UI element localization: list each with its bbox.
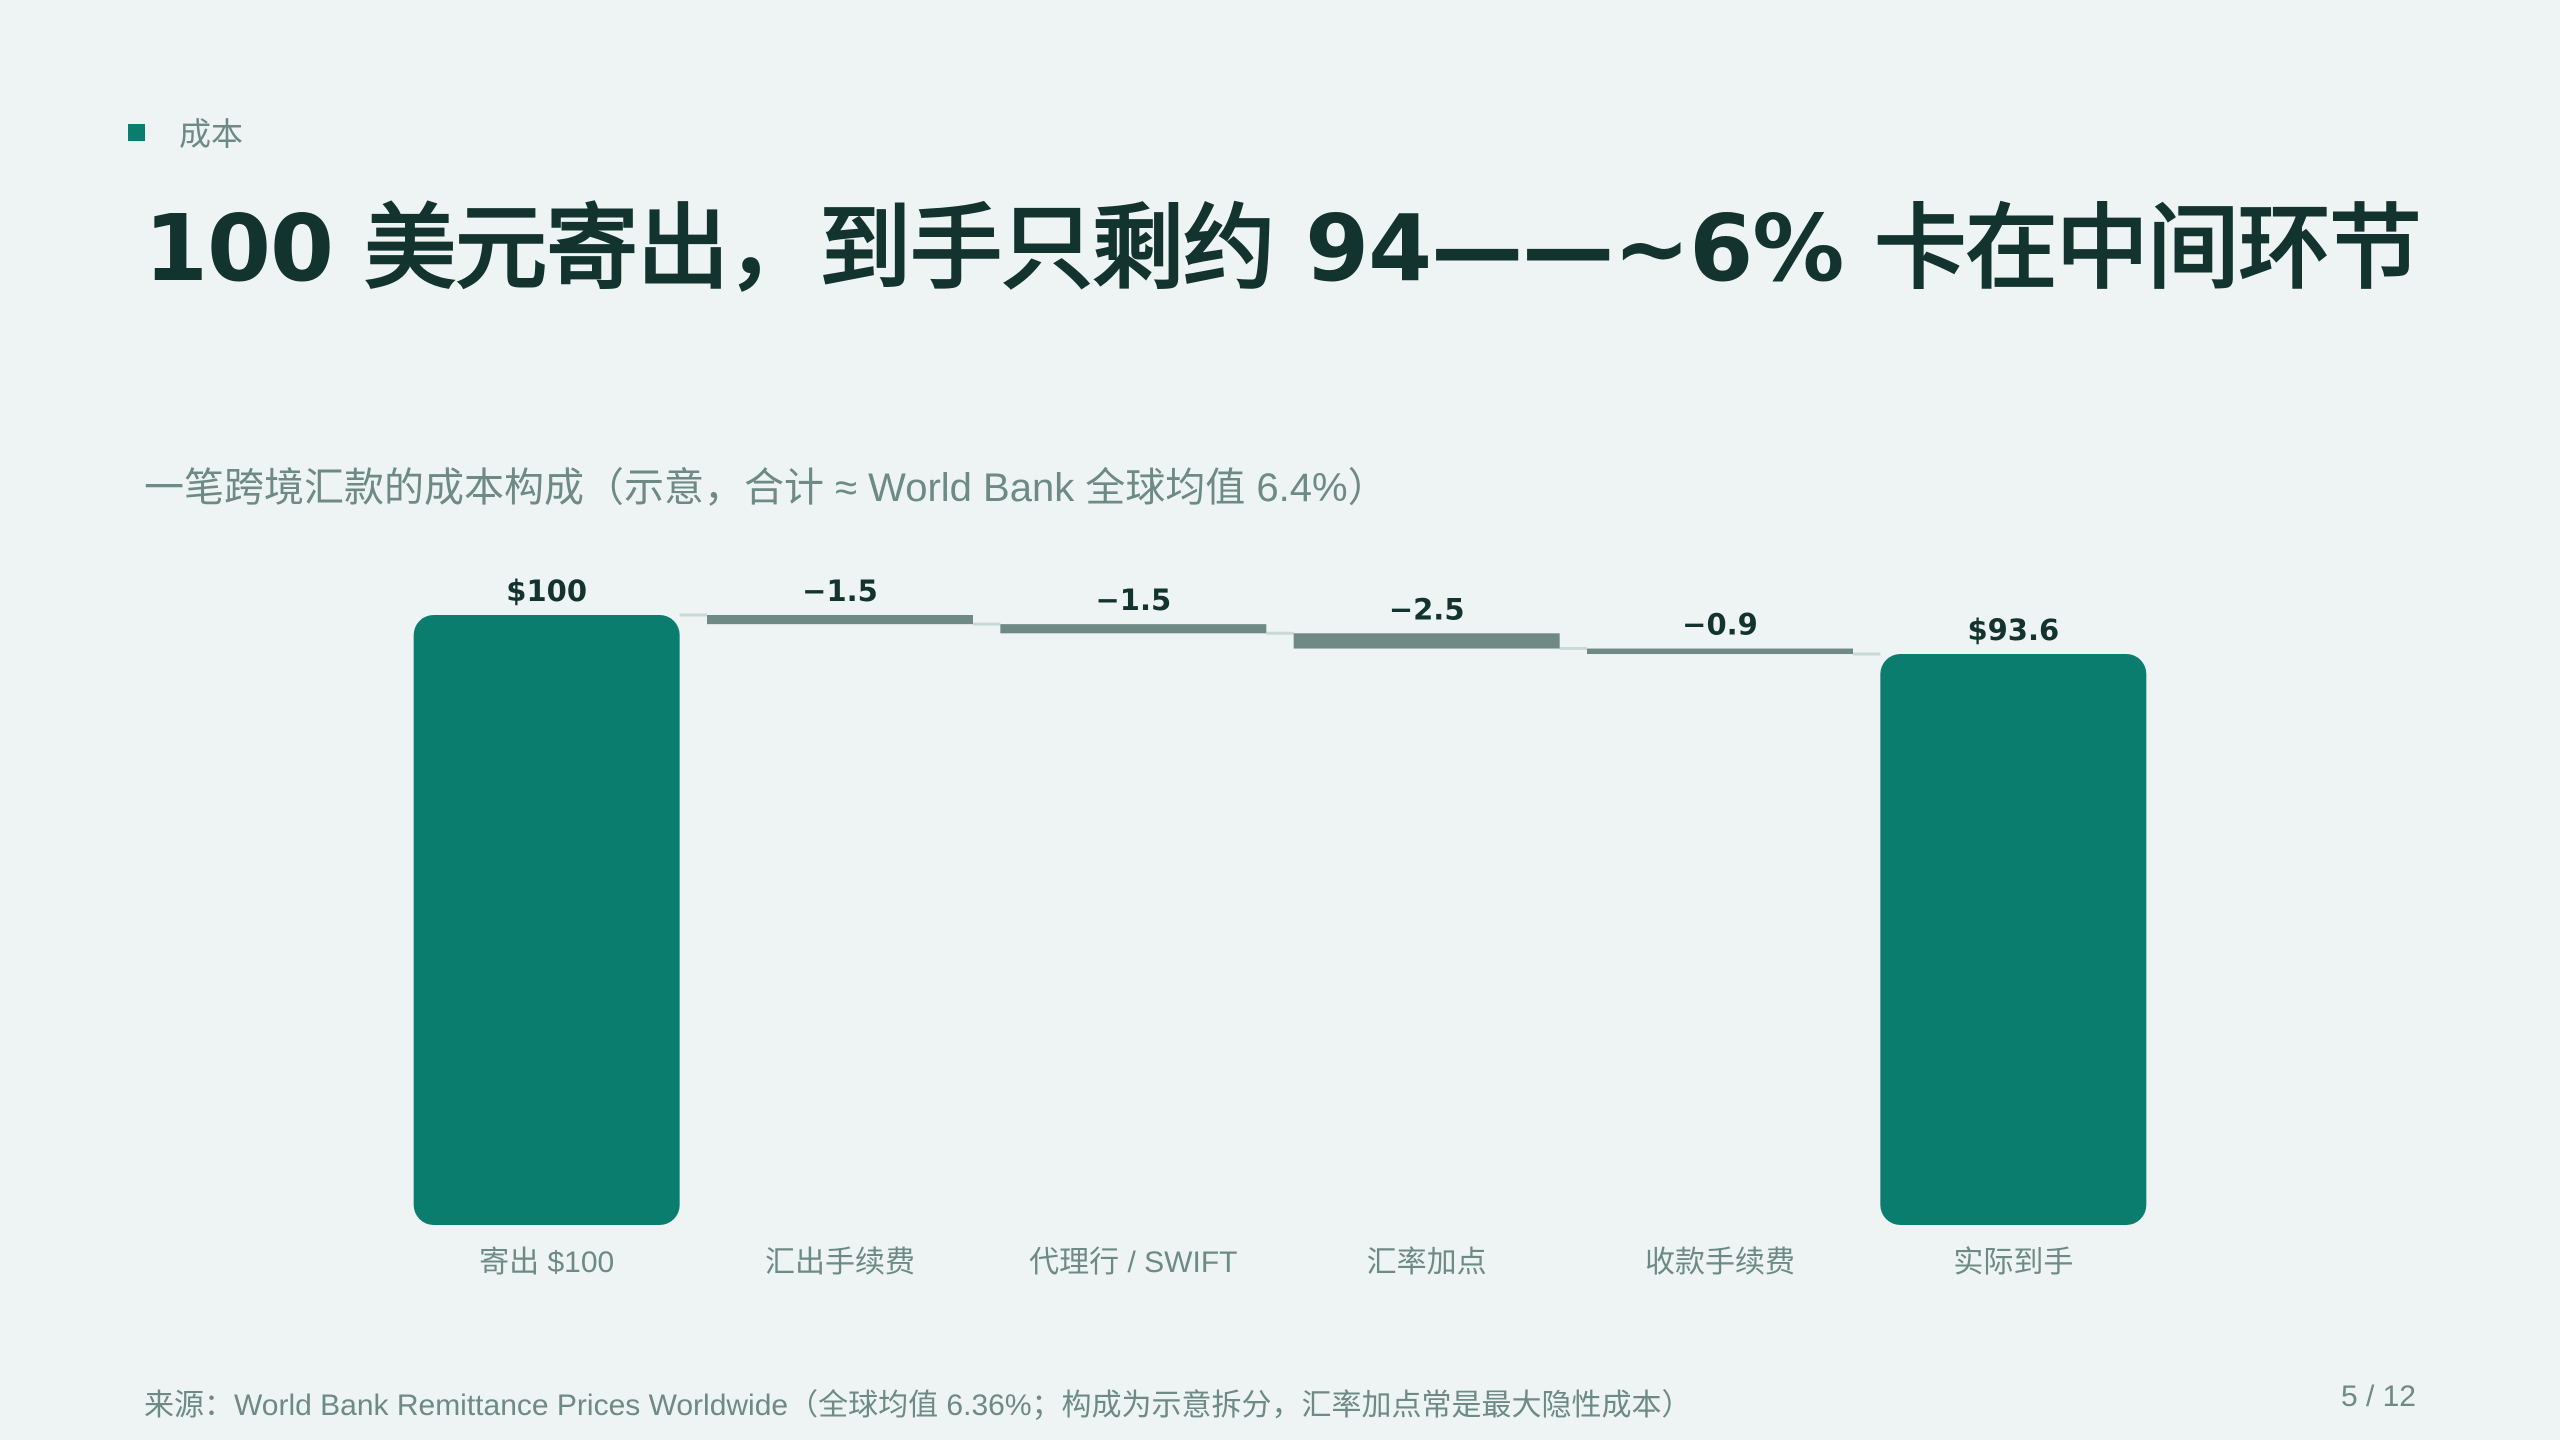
data-label-1: −1.5 xyxy=(802,574,878,608)
page-number: 5 / 12 xyxy=(2340,1380,2416,1413)
category-label-5: 实际到手 xyxy=(1953,1246,2073,1279)
bar-5 xyxy=(1880,654,2147,1225)
slide-title: 100 美元寄出，到手只剩约 94——~6% 卡在中间环节 xyxy=(144,195,2421,302)
category-label-0: 寄出 $100 xyxy=(479,1246,614,1279)
kicker-square-icon xyxy=(128,123,145,141)
data-label-0: $100 xyxy=(506,574,587,608)
slide-subtitle: 一笔跨境汇款的成本构成（示意，合计 ≈ World Bank 全球均值 6.4%… xyxy=(144,466,1388,510)
bar-3 xyxy=(1293,633,1560,649)
bar-1 xyxy=(707,615,973,625)
category-label-1: 汇出手续费 xyxy=(765,1246,915,1279)
data-label-5: $93.6 xyxy=(1967,613,2059,647)
data-label-4: −0.9 xyxy=(1682,608,1758,642)
bar-4 xyxy=(1587,648,1853,655)
category-label-3: 汇率加点 xyxy=(1367,1246,1487,1279)
source-note: 来源：World Bank Remittance Prices Worldwid… xyxy=(144,1389,1692,1422)
category-label-2: 代理行 / SWIFT xyxy=(1029,1246,1237,1279)
data-label-3: −2.5 xyxy=(1389,592,1465,626)
kicker-label: 成本 xyxy=(179,116,244,152)
category-label-4: 收款手续费 xyxy=(1645,1246,1795,1279)
data-label-2: −1.5 xyxy=(1095,583,1171,617)
bar-2 xyxy=(1000,624,1267,634)
bar-0 xyxy=(413,615,680,1225)
section-kicker: 成本 xyxy=(128,110,243,154)
